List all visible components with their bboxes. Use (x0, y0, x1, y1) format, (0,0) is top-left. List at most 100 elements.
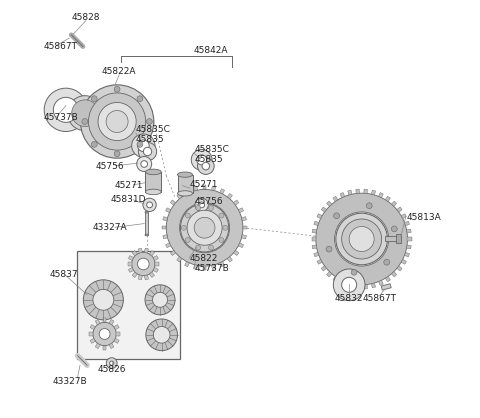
Polygon shape (356, 189, 360, 194)
Circle shape (194, 217, 215, 238)
Circle shape (197, 155, 207, 165)
Polygon shape (109, 319, 114, 325)
Polygon shape (392, 272, 397, 277)
Polygon shape (321, 207, 326, 212)
Circle shape (109, 361, 114, 365)
Circle shape (93, 322, 116, 346)
Circle shape (68, 96, 103, 131)
Bar (396, 234, 401, 243)
Circle shape (366, 203, 372, 209)
Circle shape (146, 319, 178, 351)
Circle shape (53, 97, 78, 122)
Circle shape (180, 204, 229, 252)
Circle shape (208, 205, 214, 210)
Circle shape (195, 198, 208, 212)
Circle shape (137, 258, 149, 270)
Text: 45813A: 45813A (407, 213, 442, 222)
Circle shape (138, 143, 156, 161)
Text: 43327B: 43327B (53, 377, 87, 386)
Polygon shape (227, 194, 232, 199)
Circle shape (384, 259, 390, 265)
Polygon shape (144, 248, 148, 253)
Polygon shape (95, 343, 100, 349)
Bar (145, 212, 148, 235)
Polygon shape (90, 339, 96, 343)
Circle shape (132, 252, 155, 275)
Polygon shape (163, 234, 168, 239)
Circle shape (351, 269, 357, 275)
Text: 45831D: 45831D (110, 195, 146, 204)
Polygon shape (364, 189, 367, 194)
Polygon shape (155, 263, 159, 266)
Circle shape (181, 225, 186, 230)
Bar (178, 175, 192, 194)
Polygon shape (166, 208, 171, 213)
Circle shape (208, 245, 214, 250)
Circle shape (316, 193, 408, 285)
Polygon shape (212, 265, 216, 270)
Circle shape (391, 226, 397, 232)
Circle shape (91, 141, 97, 147)
Polygon shape (397, 207, 402, 212)
Polygon shape (103, 318, 106, 322)
Polygon shape (317, 259, 322, 264)
Polygon shape (193, 265, 198, 270)
Circle shape (219, 237, 224, 242)
Circle shape (137, 141, 143, 147)
Polygon shape (312, 237, 316, 241)
Polygon shape (348, 190, 352, 195)
Polygon shape (149, 250, 155, 256)
Circle shape (78, 106, 93, 121)
Polygon shape (166, 243, 171, 248)
Polygon shape (144, 275, 148, 280)
Circle shape (114, 151, 120, 157)
Polygon shape (314, 252, 319, 257)
Polygon shape (356, 285, 360, 289)
Circle shape (145, 285, 175, 315)
Circle shape (196, 205, 201, 210)
Text: 45756: 45756 (195, 197, 224, 206)
Circle shape (223, 225, 228, 230)
Circle shape (199, 202, 204, 208)
Circle shape (88, 93, 146, 150)
Text: 45867T: 45867T (43, 42, 77, 51)
Polygon shape (138, 248, 143, 253)
Polygon shape (153, 268, 158, 273)
Circle shape (180, 203, 229, 253)
Text: 45822: 45822 (189, 255, 217, 263)
Circle shape (114, 87, 120, 92)
Circle shape (72, 100, 98, 127)
Text: 45835C: 45835C (194, 145, 229, 154)
Polygon shape (379, 280, 383, 285)
Polygon shape (241, 217, 246, 221)
Polygon shape (185, 189, 190, 194)
Polygon shape (348, 283, 352, 288)
Polygon shape (103, 346, 106, 350)
Circle shape (342, 277, 357, 292)
Polygon shape (372, 190, 375, 195)
Polygon shape (333, 276, 338, 282)
Circle shape (144, 147, 152, 155)
Polygon shape (128, 263, 132, 266)
Polygon shape (314, 221, 319, 226)
Polygon shape (109, 343, 114, 349)
Circle shape (141, 161, 147, 167)
Circle shape (153, 292, 168, 307)
Circle shape (106, 110, 128, 133)
Circle shape (44, 88, 87, 132)
Polygon shape (401, 214, 407, 219)
Polygon shape (203, 266, 206, 270)
Circle shape (137, 96, 143, 102)
Polygon shape (241, 234, 246, 239)
Polygon shape (170, 250, 176, 255)
Circle shape (153, 326, 170, 343)
Polygon shape (170, 200, 176, 205)
Circle shape (93, 289, 114, 310)
Polygon shape (408, 237, 412, 241)
Polygon shape (95, 319, 100, 325)
Polygon shape (372, 283, 375, 288)
Text: 45828: 45828 (72, 13, 100, 22)
Circle shape (185, 213, 190, 218)
Circle shape (98, 102, 136, 140)
Ellipse shape (178, 191, 192, 196)
